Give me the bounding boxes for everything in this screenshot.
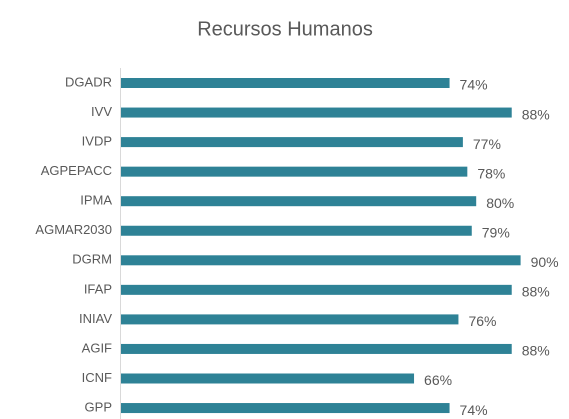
y-tick-label: GPP <box>85 399 112 414</box>
bar <box>121 284 512 295</box>
bar <box>121 373 415 384</box>
value-label: 78% <box>477 165 505 181</box>
y-tick-label: ICNF <box>82 370 112 385</box>
value-label: 79% <box>482 224 510 240</box>
y-tick-label: DGADR <box>65 74 112 89</box>
chart-title: Recursos Humanos <box>197 18 373 40</box>
y-tick-label: INIAV <box>79 311 112 326</box>
value-label: 66% <box>424 372 452 388</box>
bar <box>121 107 512 118</box>
value-label: 80% <box>486 195 514 211</box>
value-label: 90% <box>531 254 559 270</box>
value-label: 88% <box>522 106 550 122</box>
bar <box>121 403 450 414</box>
value-label: 88% <box>522 284 550 300</box>
y-tick-label: AGPEPACC <box>41 163 112 178</box>
value-label: 74% <box>460 402 488 418</box>
bar <box>121 166 468 177</box>
bar <box>121 78 450 88</box>
bar <box>121 225 472 236</box>
y-tick-label: AGMAR2030 <box>35 222 112 237</box>
bar <box>121 314 459 325</box>
y-tick-label: IPMA <box>80 193 112 208</box>
y-tick-label: IFAP <box>84 281 112 296</box>
bar <box>121 196 477 207</box>
value-label: 74% <box>460 77 488 93</box>
y-tick-label: DGRM <box>72 252 112 267</box>
bar <box>121 343 512 354</box>
value-label: 88% <box>522 343 550 359</box>
value-label: 77% <box>473 136 501 152</box>
value-label: 76% <box>468 313 496 329</box>
y-tick-label: IVV <box>91 104 112 119</box>
y-tick-label: IVDP <box>82 134 112 149</box>
bar <box>121 255 521 266</box>
bar <box>121 137 463 148</box>
y-tick-label: AGIF <box>82 340 112 355</box>
